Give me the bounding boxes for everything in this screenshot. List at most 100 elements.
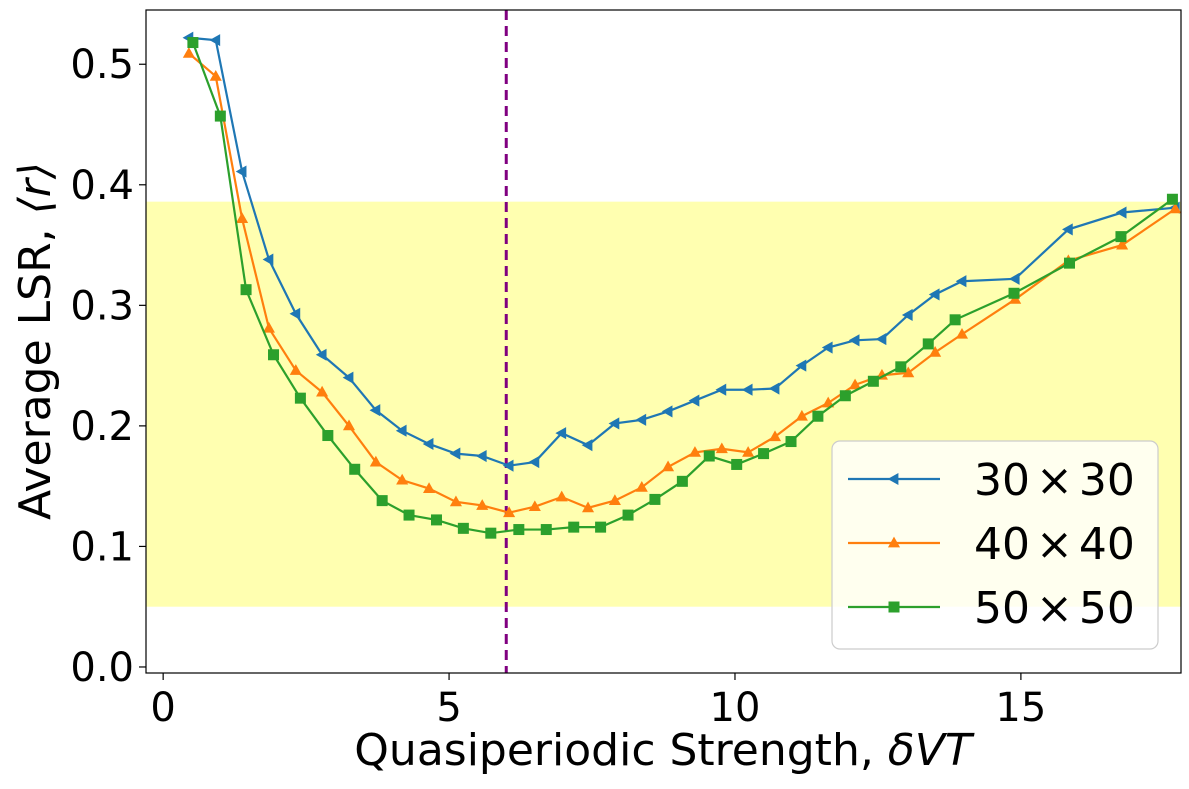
data-point-40x40 [528,500,541,512]
y-axis-label-text: Average LSR, [10,214,61,520]
x-tick-label: 15 [995,685,1046,731]
data-point-30x30 [475,449,487,463]
data-point-40x40 [795,409,808,421]
y-tick-label: 0.4 [70,163,134,209]
data-point-30x30 [315,348,327,361]
data-point-30x30 [608,417,620,430]
data-point-30x30 [635,413,647,426]
series-layer [182,31,1181,539]
data-point-40x40 [262,321,275,333]
data-point-30x30 [955,275,967,288]
data-point-50x50 [349,463,361,475]
data-point-40x40 [369,455,382,467]
y-tick-label: 0.5 [70,42,134,88]
data-point-40x40 [1169,202,1181,214]
data-point-30x30 [1008,272,1020,285]
data-point-40x40 [555,490,568,502]
data-point-50x50 [214,110,226,122]
data-point-30x30 [235,165,247,178]
data-point-30x30 [795,359,807,372]
data-point-40x40 [236,212,249,223]
data-point-50x50 [240,284,252,296]
data-point-50x50 [812,410,824,422]
data-point-50x50 [676,475,688,487]
legend-label-30x30: 30 × 30 [974,455,1135,506]
data-point-50x50 [485,527,497,539]
data-point-40x40 [635,481,648,492]
y-tick-label: 0.2 [70,404,134,450]
data-point-30x30 [768,382,780,395]
data-point-40x40 [902,366,915,378]
data-point-50x50 [649,493,661,505]
legend-label-40x40: 40 × 40 [974,519,1135,570]
data-point-30x30 [581,439,593,452]
legend-label-40x40-op: × [1036,519,1073,570]
data-point-30x30 [449,447,461,460]
data-point-30x30 [928,288,940,301]
series-50x50 [187,37,1178,539]
legend-label-40x40-num2: 40 [1079,519,1135,570]
data-point-40x40 [182,47,195,58]
data-point-50x50 [595,521,607,533]
data-point-50x50 [703,450,715,462]
legend-marker-30x30 [887,472,899,486]
data-point-40x40 [768,430,782,442]
x-axis-label-text: Quasiperiodic Strength, [354,725,888,776]
data-point-50x50 [785,436,797,448]
legend-label-50x50: 50 × 50 [974,583,1135,634]
data-point-40x40 [1116,238,1129,250]
y-axis-label-math: ⟨r⟩ [10,162,61,214]
data-point-40x40 [342,419,356,431]
data-point-50x50 [457,522,469,534]
data-point-50x50 [1166,193,1178,205]
x-axis-label-math: δVT [888,725,975,776]
data-point-40x40 [849,378,862,390]
data-point-30x30 [342,371,354,384]
data-point-40x40 [316,385,329,397]
data-point-40x40 [929,346,942,357]
data-point-40x40 [503,506,516,518]
data-point-30x30 [821,341,833,354]
legend-label-30x30-num1: 30 [974,455,1030,506]
legend-label-50x50-num1: 50 [974,583,1030,634]
data-point-40x40 [423,482,436,493]
legend-marker-50x50 [888,601,900,613]
x-tick-label: 10 [710,685,761,731]
data-point-40x40 [289,364,302,375]
data-point-30x30 [209,34,221,47]
data-point-50x50 [895,361,907,373]
data-point-50x50 [1063,257,1075,269]
legend-label-30x30-op: × [1036,455,1073,506]
data-point-50x50 [622,509,634,521]
data-point-40x40 [875,368,888,380]
data-point-50x50 [430,514,442,526]
y-tick-label: 0.0 [70,645,134,691]
data-point-30x30 [528,455,540,469]
data-point-50x50 [187,37,199,49]
data-point-50x50 [268,349,280,361]
data-point-40x40 [396,473,409,485]
legend: 30 × 30 40 × 40 50 × 50 [831,440,1159,650]
data-point-40x40 [662,460,675,472]
legend-label-50x50-num2: 50 [1079,583,1135,634]
data-point-30x30 [422,437,434,451]
legend-marker-50x50 [888,601,900,613]
y-ticks: 0.0 0.1 0.2 0.3 0.4 0.5 [70,42,146,691]
data-point-50x50 [294,392,306,404]
data-point-40x40 [449,495,462,507]
data-point-50x50 [1008,287,1020,299]
data-point-30x30 [715,383,727,396]
legend-marker-40x40 [887,536,901,548]
data-point-40x40 [688,446,702,457]
data-point-40x40 [822,396,835,408]
data-point-30x30 [661,405,673,418]
data-point-40x40 [715,442,728,454]
series-line-40x40 [188,52,1176,514]
series-40x40 [182,47,1181,518]
data-point-40x40 [742,446,755,457]
legend-entry-50x50: 50 × 50 [848,583,1135,634]
legend-label-50x50-op: × [1036,583,1073,634]
data-point-50x50 [758,448,770,460]
data-point-50x50 [322,430,334,442]
